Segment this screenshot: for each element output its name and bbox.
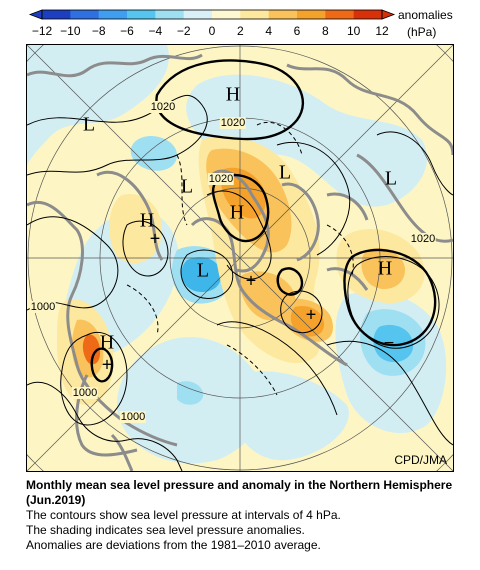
low-pressure-label: L xyxy=(180,175,194,198)
colorbar-tick-label: 10 xyxy=(346,24,361,38)
colorbar-tick-label: −8 xyxy=(91,24,106,38)
contour-value-label: 1000 xyxy=(71,387,99,399)
contour-value-label: 1000 xyxy=(119,411,147,423)
low-pressure-label: L xyxy=(278,161,292,184)
longitude-lines xyxy=(27,45,453,471)
caption-line: The shading indicates sea level pressure… xyxy=(26,523,305,537)
colorbar-tick-label: 6 xyxy=(293,24,301,38)
colorbar-tick-label: 4 xyxy=(265,24,272,38)
isobars-dashed xyxy=(126,121,354,396)
colorbar-segment xyxy=(212,10,241,19)
contour-value-label: 1020 xyxy=(409,233,437,245)
anomaly-core-negative xyxy=(181,257,222,293)
contour-value-label: 1000 xyxy=(29,301,57,313)
anomaly-region-negative xyxy=(232,371,349,461)
colorbar-segment xyxy=(127,10,156,19)
colorbar-tick-label: 2 xyxy=(236,24,244,38)
colorbar-segment xyxy=(183,10,213,19)
colorbar: anomalies (hPa) −12 −10 −8 −6 −4 −2 0 2 4 6 8 10 12 xyxy=(0,0,480,40)
colorbar-arrow-right xyxy=(381,9,396,20)
anomaly-plus-marker: + xyxy=(305,304,317,325)
anomaly-plus-marker: + xyxy=(149,228,161,249)
coastlines xyxy=(27,53,453,471)
colorbar-tick-label: −2 xyxy=(176,24,191,38)
colorbar-arrow-left xyxy=(28,9,43,20)
colorbar-segment xyxy=(297,10,326,19)
anomaly-plus-marker: + xyxy=(101,354,113,375)
anomaly-plus-marker: + xyxy=(245,270,257,291)
anomaly-core-negative xyxy=(373,324,414,363)
colorbar-segment xyxy=(42,10,71,19)
colorbar-segment xyxy=(325,10,355,19)
high-pressure-label: H xyxy=(225,83,241,106)
colorbar-tick-label: −4 xyxy=(148,24,163,38)
colorbar-segment xyxy=(98,10,128,19)
map-panel: H L L H L H L H L H + + + + − 1020 1020 … xyxy=(26,44,454,472)
anomaly-region-strong-negative xyxy=(177,381,204,405)
caption-line: Anomalies are deviations from the 1981–2… xyxy=(26,538,321,552)
contour-value-label: 1020 xyxy=(207,173,235,185)
caption-line: The contours show sea level pressure at … xyxy=(26,508,341,522)
anomaly-region-strong-negative xyxy=(130,135,177,171)
contour-value-label: 1020 xyxy=(219,117,247,129)
low-pressure-label: L xyxy=(384,167,398,190)
colorbar-tick-label: 12 xyxy=(375,24,389,38)
high-pressure-label: H xyxy=(229,201,245,224)
colorbar-unit: (hPa) xyxy=(407,25,437,39)
map-credit: CPD/JMA xyxy=(394,453,447,467)
colorbar-tick-label: −12 xyxy=(31,24,53,38)
colorbar-tick-label: 0 xyxy=(208,24,216,38)
pressure-map xyxy=(27,45,453,471)
isobars xyxy=(27,94,453,471)
anomaly-minus-marker: − xyxy=(383,332,395,353)
contour-value-label: 1020 xyxy=(149,101,177,113)
colorbar-title: anomalies xyxy=(398,8,453,22)
colorbar-tick-label: 8 xyxy=(321,24,329,38)
colorbar-tick-label: −10 xyxy=(60,24,81,38)
anomaly-region-negative xyxy=(186,74,428,207)
high-pressure-label: H xyxy=(139,209,155,232)
isobars-1020 xyxy=(90,59,437,383)
colorbar-segment xyxy=(155,10,185,19)
colorbar-segment xyxy=(70,10,100,19)
colorbar-segment xyxy=(353,10,383,19)
caption-title: Monthly mean sea level pressure and anom… xyxy=(26,478,453,507)
high-pressure-label: H xyxy=(99,331,115,354)
figure-caption: Monthly mean sea level pressure and anom… xyxy=(26,478,466,553)
low-pressure-label: L xyxy=(196,259,210,282)
colorbar-border xyxy=(41,9,383,20)
colorbar-segment xyxy=(268,10,298,19)
colorbar-segment xyxy=(240,10,270,19)
high-pressure-label: H xyxy=(377,257,393,280)
colorbar-tick-label: −6 xyxy=(120,24,134,38)
low-pressure-label: L xyxy=(82,113,96,136)
anomaly-core-positive xyxy=(82,334,101,365)
colorbar-scale xyxy=(28,9,396,20)
anomaly-core-positive xyxy=(290,305,325,337)
